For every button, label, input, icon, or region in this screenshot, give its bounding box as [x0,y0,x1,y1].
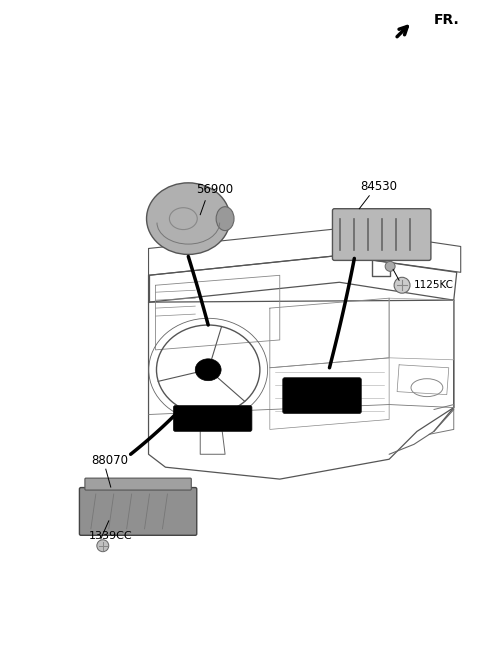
FancyBboxPatch shape [79,487,197,535]
Circle shape [97,540,109,552]
Text: 88070: 88070 [91,454,128,467]
Ellipse shape [216,207,234,230]
Text: 1339CC: 1339CC [89,531,132,541]
Text: FR.: FR. [434,13,460,27]
FancyBboxPatch shape [85,478,192,490]
FancyBboxPatch shape [173,405,252,432]
Circle shape [394,277,410,293]
Circle shape [385,261,395,272]
FancyBboxPatch shape [333,209,431,260]
Text: 84530: 84530 [360,180,398,193]
Text: 1125KC: 1125KC [414,280,454,290]
Ellipse shape [146,183,230,255]
Ellipse shape [195,359,221,380]
Text: 56900: 56900 [197,183,234,195]
FancyBboxPatch shape [283,378,361,413]
